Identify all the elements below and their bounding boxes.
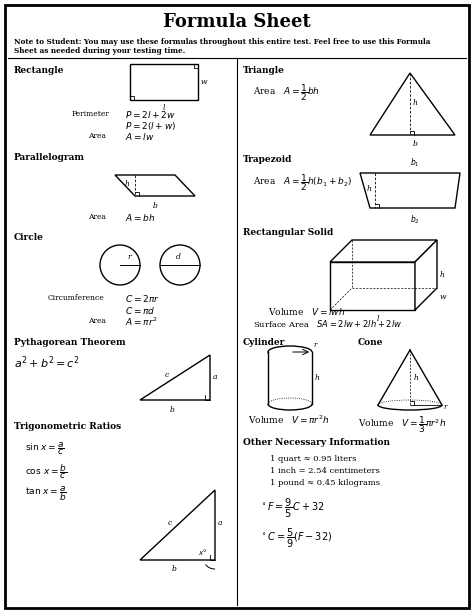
Text: $\cos\,x = \dfrac{b}{c}$: $\cos\,x = \dfrac{b}{c}$	[25, 462, 67, 481]
Text: Parallelogram: Parallelogram	[14, 153, 85, 162]
Text: $C = 2\pi r$: $C = 2\pi r$	[125, 293, 160, 304]
Text: Cone: Cone	[358, 338, 383, 347]
Text: h: h	[315, 374, 320, 382]
Text: Perimeter: Perimeter	[72, 110, 110, 118]
Text: Area: Area	[88, 213, 106, 221]
Text: $b_2$: $b_2$	[410, 213, 420, 226]
Text: Volume   $V = \pi r^2 h$: Volume $V = \pi r^2 h$	[248, 414, 329, 427]
Text: $^\circ F = \dfrac{9}{5}C + 32$: $^\circ F = \dfrac{9}{5}C + 32$	[260, 497, 325, 520]
Text: h: h	[414, 373, 419, 381]
Text: b: b	[170, 406, 174, 414]
Text: l: l	[376, 315, 379, 323]
Polygon shape	[115, 175, 195, 196]
Text: b: b	[153, 202, 157, 210]
Ellipse shape	[268, 346, 312, 358]
Polygon shape	[330, 240, 437, 262]
Polygon shape	[360, 173, 460, 208]
Polygon shape	[140, 490, 215, 560]
Text: 1 inch = 2.54 centimeters: 1 inch = 2.54 centimeters	[270, 467, 380, 475]
Text: $P = 2l + 2w$: $P = 2l + 2w$	[125, 109, 176, 120]
Circle shape	[160, 245, 200, 285]
Text: $A = lw$: $A = lw$	[125, 131, 155, 142]
Text: Triangle: Triangle	[243, 66, 285, 75]
Text: $\tan\,x = \dfrac{a}{b}$: $\tan\,x = \dfrac{a}{b}$	[25, 484, 67, 503]
Text: $b_1$: $b_1$	[410, 156, 420, 169]
Polygon shape	[415, 240, 437, 310]
Text: h: h	[413, 99, 418, 107]
Text: Formula Sheet: Formula Sheet	[163, 13, 311, 31]
Text: w: w	[440, 293, 447, 301]
Text: h: h	[440, 271, 445, 279]
Text: d: d	[176, 253, 181, 261]
Bar	[130, 64, 198, 100]
Text: b: b	[413, 140, 418, 148]
Text: Circle: Circle	[14, 233, 44, 242]
Text: Volume   $V = \dfrac{1}{3}\pi r^2 h$: Volume $V = \dfrac{1}{3}\pi r^2 h$	[358, 414, 446, 435]
Text: a: a	[218, 519, 222, 527]
Text: $x°$: $x°$	[199, 547, 208, 557]
Text: $a^2 + b^2 = c^2$: $a^2 + b^2 = c^2$	[14, 354, 80, 371]
Text: Trigonometric Ratios: Trigonometric Ratios	[14, 422, 121, 431]
Text: Note to Student: You may use these formulas throughout this entire test. Feel fr: Note to Student: You may use these formu…	[14, 38, 430, 46]
Text: Area: Area	[88, 132, 106, 140]
Polygon shape	[140, 355, 210, 400]
Text: w: w	[201, 78, 208, 86]
Text: b: b	[172, 565, 176, 573]
Text: r: r	[314, 341, 318, 349]
Text: Area   $A = \dfrac{1}{2}h(b_1 + b_2)$: Area $A = \dfrac{1}{2}h(b_1 + b_2)$	[253, 172, 352, 193]
Text: r: r	[127, 253, 131, 261]
Polygon shape	[370, 73, 455, 135]
Text: 1 quart ≈ 0.95 liters: 1 quart ≈ 0.95 liters	[270, 455, 356, 463]
Text: $C = \pi d$: $C = \pi d$	[125, 305, 155, 316]
Text: $\sin\,x = \dfrac{a}{c}$: $\sin\,x = \dfrac{a}{c}$	[25, 440, 65, 457]
Text: $P = 2(l + w)$: $P = 2(l + w)$	[125, 120, 176, 132]
Text: 1 pound ≈ 0.45 kilograms: 1 pound ≈ 0.45 kilograms	[270, 479, 380, 487]
Text: Rectangular Solid: Rectangular Solid	[243, 228, 333, 237]
Bar	[330, 262, 415, 310]
Text: Cylinder: Cylinder	[243, 338, 285, 347]
Text: r: r	[444, 403, 447, 411]
Text: Sheet as needed during your testing time.: Sheet as needed during your testing time…	[14, 47, 185, 55]
Text: Rectangle: Rectangle	[14, 66, 64, 75]
Text: Circumference: Circumference	[48, 294, 105, 302]
Text: Other Necessary Information: Other Necessary Information	[243, 438, 390, 447]
Text: Trapezoid: Trapezoid	[243, 155, 292, 164]
Text: c: c	[168, 519, 172, 527]
Text: $A = bh$: $A = bh$	[125, 212, 155, 223]
Text: h: h	[125, 180, 130, 188]
Text: Pythagorean Theorem: Pythagorean Theorem	[14, 338, 126, 347]
Bar	[268, 352, 312, 404]
Circle shape	[100, 245, 140, 285]
Text: h: h	[367, 185, 372, 193]
Text: $^\circ C = \dfrac{5}{9}(F - 32)$: $^\circ C = \dfrac{5}{9}(F - 32)$	[260, 527, 332, 550]
Text: l: l	[163, 104, 165, 112]
Text: Surface Area   $SA = 2lw + 2lh + 2lw$: Surface Area $SA = 2lw + 2lh + 2lw$	[253, 318, 402, 329]
Text: Area   $A = \dfrac{1}{2}bh$: Area $A = \dfrac{1}{2}bh$	[253, 82, 320, 103]
Text: c: c	[165, 371, 169, 379]
Text: Volume   $V = lwh$: Volume $V = lwh$	[268, 306, 345, 317]
Text: $A = \pi r^2$: $A = \pi r^2$	[125, 316, 158, 329]
Text: Area: Area	[88, 317, 106, 325]
Text: a: a	[213, 373, 218, 381]
